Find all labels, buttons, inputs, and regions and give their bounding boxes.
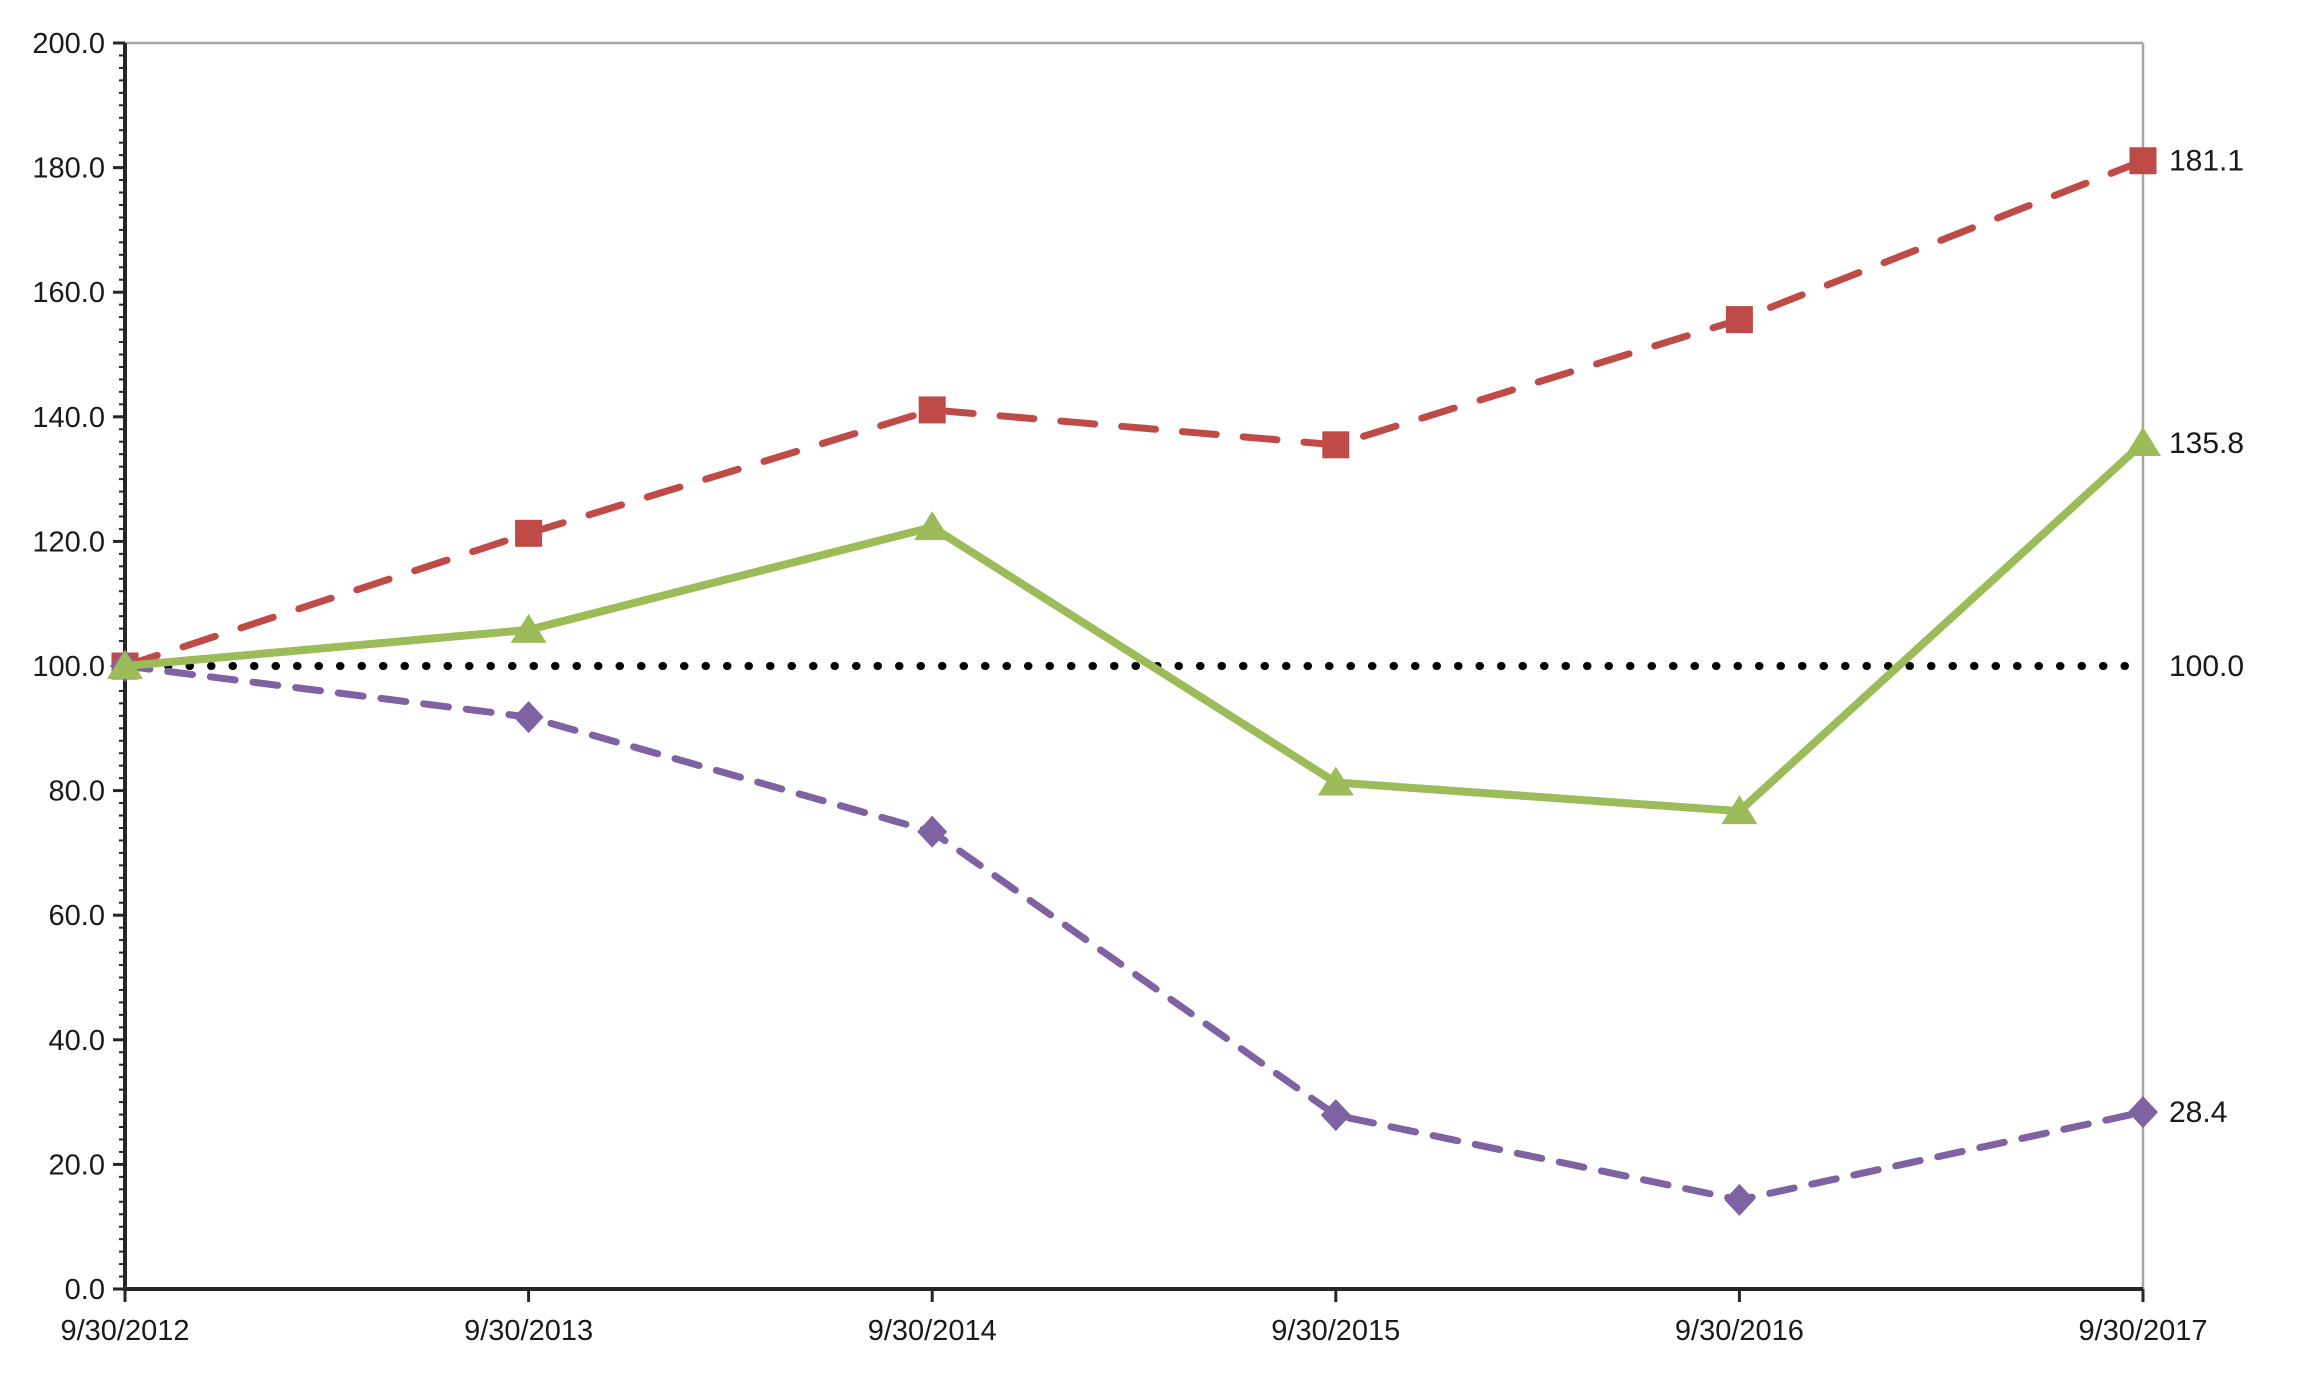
marker-diamond xyxy=(917,815,948,848)
series-end-label: 181.1 xyxy=(2169,145,2244,178)
series-end-label: 135.8 xyxy=(2169,427,2244,460)
x-axis-tick-label: 9/30/2012 xyxy=(60,1315,189,1347)
y-axis-tick-label: 0.0 xyxy=(65,1274,105,1306)
x-axis-tick-label: 9/30/2015 xyxy=(1271,1315,1400,1347)
series-line-red-dashed-squares xyxy=(121,157,2147,670)
marker-diamond xyxy=(1724,1183,1755,1216)
marker-diamond xyxy=(513,701,544,734)
marker-square xyxy=(1322,431,1350,459)
marker-square xyxy=(1725,306,1753,334)
x-axis-tick-label: 9/30/2014 xyxy=(868,1315,997,1347)
y-axis-tick-label: 100.0 xyxy=(32,651,105,683)
series-end-label: 100.0 xyxy=(2169,650,2244,683)
series-end-label: 28.4 xyxy=(2169,1096,2227,1129)
marker-square xyxy=(2129,147,2157,175)
marker-triangle xyxy=(1317,766,1354,796)
marker-square xyxy=(515,519,543,547)
series-line-purple-dashed-diamonds xyxy=(121,662,2147,1204)
y-axis-tick-label: 180.0 xyxy=(32,153,105,185)
y-axis-tick-label: 140.0 xyxy=(32,402,105,434)
y-axis-tick-label: 80.0 xyxy=(49,776,105,808)
x-axis-tick-label: 9/30/2013 xyxy=(464,1315,593,1347)
series-line-green-solid-triangles xyxy=(124,440,2146,816)
y-axis-tick-label: 20.0 xyxy=(49,1149,105,1181)
y-axis-tick-label: 120.0 xyxy=(32,526,105,558)
marker-diamond xyxy=(1320,1099,1351,1132)
marker-triangle xyxy=(107,650,143,679)
y-axis-tick-label: 160.0 xyxy=(32,277,105,309)
y-axis-tick-label: 40.0 xyxy=(49,1025,105,1057)
marker-diamond xyxy=(2128,1096,2158,1129)
marker-triangle xyxy=(2125,426,2161,456)
marker-triangle xyxy=(1721,795,1758,825)
x-axis-tick-label: 9/30/2016 xyxy=(1675,1315,1804,1347)
y-axis-tick-label: 60.0 xyxy=(49,900,105,932)
y-axis-tick-label: 200.0 xyxy=(32,28,105,60)
x-axis-tick-label: 9/30/2017 xyxy=(2078,1315,2207,1347)
marker-square xyxy=(918,396,946,424)
marker-triangle xyxy=(914,511,951,541)
marker-triangle xyxy=(510,613,547,643)
